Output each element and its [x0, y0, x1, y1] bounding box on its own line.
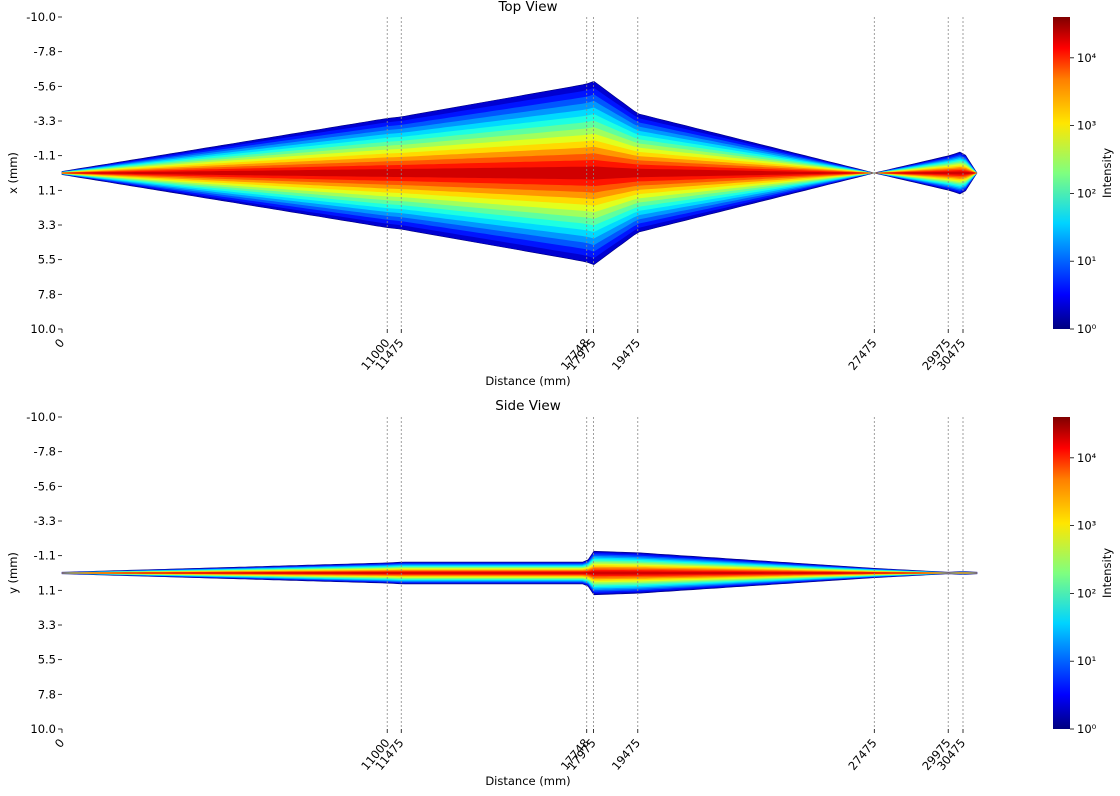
side-view-ytick-label: -10.0: [26, 410, 56, 424]
side-view-xtick-label: 27475: [845, 736, 879, 773]
top-view-ylabel: x (mm): [6, 152, 20, 194]
top-view-ytick-label: -1.1: [34, 149, 56, 163]
top-view-colorbar-tick-label: 10²: [1077, 186, 1096, 200]
side-view-ylabel: y (mm): [6, 552, 20, 594]
side-view-colorbar-tick-label: 10²: [1077, 586, 1096, 600]
top-view-ytick-label: -3.3: [34, 114, 56, 128]
side-view-colorbar: Intensity 10⁰ 10¹ 10² 10³ 10⁴: [1053, 417, 1114, 736]
top-view-colorbar-tick-label: 10¹: [1077, 254, 1096, 268]
top-view-xtick-label: 27475: [845, 336, 879, 373]
top-view-ytick-label: -10.0: [26, 10, 56, 24]
side-view-xtick-label: 19475: [609, 736, 643, 773]
side-view-xlabel: Distance (mm): [485, 774, 570, 788]
side-view-ytick-label: 5.5: [38, 653, 56, 667]
top-view-colorbar-tick-label: 10⁰: [1077, 322, 1097, 336]
side-view-ytick-label: -1.1: [34, 549, 56, 563]
top-view-colorbar: Intensity 10⁰ 10¹ 10² 10³ 10⁴: [1053, 17, 1114, 336]
side-view-beam: [61, 550, 978, 596]
top-view-panel: Top View -10.0 -7.8 -5.6 -3.3 -1.1 1.1 3.3 5.5 7…: [6, 0, 1114, 388]
top-view-xtick-label: 19475: [609, 336, 643, 373]
side-view-ytick-label: 1.1: [38, 583, 56, 597]
top-view-ytick-label: 3.3: [38, 218, 56, 232]
top-view-plot-area: -10.0-7.8-5.6-3.3-1.11.13.35.57.810.00 11…: [26, 10, 978, 373]
top-view-ytick-label: -5.6: [34, 79, 56, 93]
side-view-colorbar-tick-label: 10³: [1077, 519, 1097, 533]
top-view-colorbar-tick-label: 10⁴: [1077, 51, 1097, 65]
side-view-ytick-label: 10.0: [30, 722, 56, 736]
side-view-ytick-label: -7.8: [34, 445, 56, 459]
side-view-xtick-label: 0: [52, 736, 67, 751]
top-view-title: Top View: [497, 0, 557, 15]
side-view-colorbar-tick-label: 10¹: [1077, 654, 1096, 668]
top-view-xlabel: Distance (mm): [485, 374, 570, 388]
side-view-colorbar-bar: [1053, 417, 1070, 729]
side-view-colorbar-tick-label: 10⁴: [1077, 451, 1097, 465]
top-view-ytick-label: -7.8: [34, 45, 56, 59]
side-view-plot-area: -10.0-7.8-5.6-3.3-1.11.13.35.57.810.00 11…: [26, 410, 978, 773]
top-view-xtick-label: 0: [52, 336, 67, 351]
side-view-title: Side View: [495, 398, 561, 414]
top-view-beam-band: [62, 166, 977, 180]
side-view-ytick-label: -5.6: [34, 479, 56, 493]
side-view-panel: Side View -10.0 -7.8 -5.6 -3.3 -1.1 1.1 3.3 5.5…: [6, 398, 1114, 788]
side-view-colorbar-label: Intensity: [1100, 548, 1114, 598]
side-view-beam-band: [62, 571, 977, 575]
side-view-colorbar-tick-label: 10⁰: [1077, 722, 1097, 736]
side-view-ytick-label: 7.8: [38, 687, 56, 701]
side-view-ytick-label: 3.3: [38, 618, 56, 632]
top-view-colorbar-label: Intensity: [1100, 148, 1114, 198]
top-view-colorbar-tick-label: 10³: [1077, 119, 1097, 133]
top-view-beam: [61, 80, 978, 266]
top-view-colorbar-bar: [1053, 17, 1070, 329]
top-view-ytick-label: 1.1: [38, 183, 56, 197]
top-view-ytick-label: 10.0: [30, 322, 56, 336]
top-view-ytick-label: 7.8: [38, 287, 56, 301]
side-view-ytick-label: -3.3: [34, 514, 56, 528]
top-view-ytick-label: 5.5: [38, 253, 56, 267]
